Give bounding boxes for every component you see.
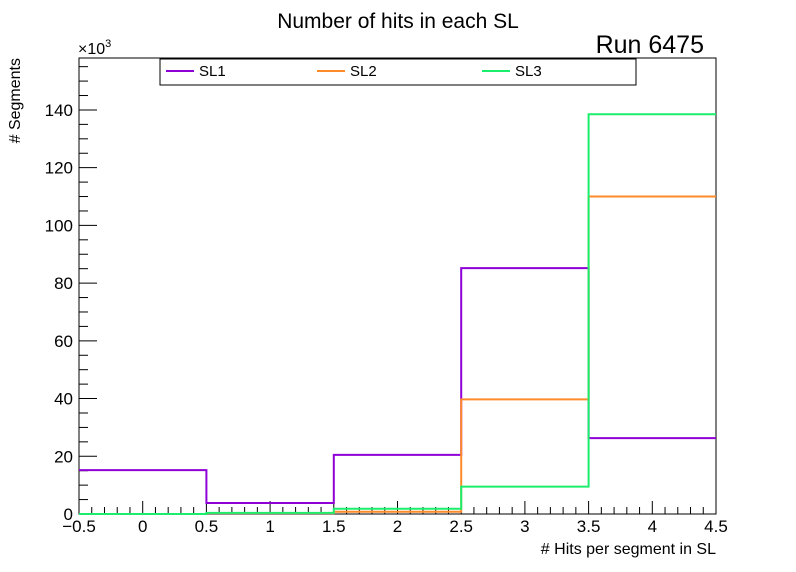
axis-ticks: −0.5 0 0.5 1 1.5 2 2.5 3 3.5 4 4.50204060801001201…	[45, 66, 728, 536]
x-tick-label: 0	[138, 517, 147, 536]
y-axis-multiplier-exponent: 3	[105, 38, 111, 50]
series-line-sl3	[79, 113, 716, 515]
legend: SL1 SL2 SL3	[159, 58, 637, 86]
x-tick-label: 4.5	[704, 517, 728, 536]
x-tick-label: 4	[648, 517, 657, 536]
x-tick-label: 1.5	[322, 517, 346, 536]
y-tick-label: 140	[45, 101, 73, 120]
x-tick-label: 2.5	[449, 517, 473, 536]
run-label: Run 6475	[596, 31, 704, 59]
y-tick-label: 60	[54, 332, 73, 351]
y-tick-label: 20	[54, 447, 73, 466]
y-tick-label: 0	[64, 505, 73, 524]
x-tick-label: 3.5	[577, 517, 601, 536]
y-tick-label: 100	[45, 216, 73, 235]
y-axis-multiplier: ×103	[78, 38, 111, 58]
legend-label-sl2: SL2	[350, 63, 377, 80]
legend-label-sl1: SL1	[199, 63, 226, 80]
y-tick-label: 120	[45, 159, 73, 178]
legend-label-sl3: SL3	[515, 63, 542, 80]
x-tick-label: −0.5	[62, 517, 96, 536]
x-tick-label: 0.5	[195, 517, 219, 536]
x-tick-label: 3	[520, 517, 529, 536]
y-axis-multiplier-base: ×10	[78, 41, 105, 58]
series-lines	[79, 113, 716, 515]
y-tick-label: 40	[54, 390, 73, 409]
legend-box	[159, 58, 637, 86]
x-tick-label: 1	[265, 517, 274, 536]
x-tick-label: 2	[393, 517, 402, 536]
chart-title: Number of hits in each SL	[277, 10, 519, 33]
y-tick-label: 80	[54, 274, 73, 293]
x-axis-title: # Hits per segment in SL	[541, 541, 716, 558]
y-axis-title: # Segments	[7, 58, 24, 143]
